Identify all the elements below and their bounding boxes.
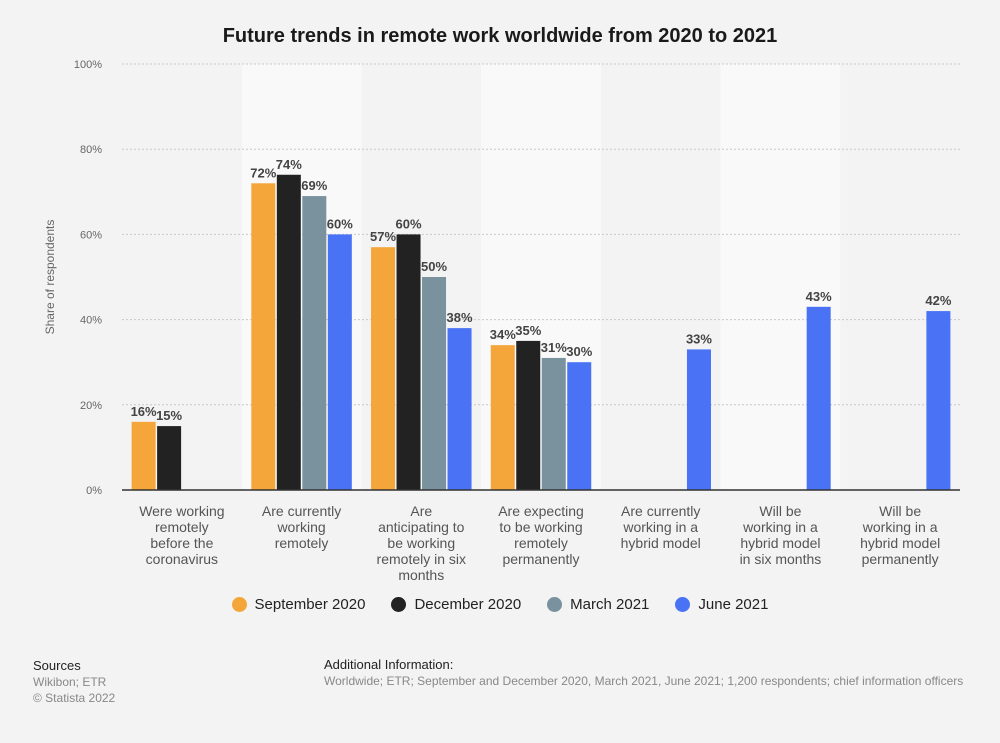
bar-value-label: 74% (276, 157, 302, 172)
bar-value-label: 43% (806, 289, 832, 304)
chart-legend: September 2020 December 2020 March 2021 Jun… (0, 596, 1000, 613)
legend-item[interactable]: September 2020 (231, 596, 366, 613)
bar (327, 234, 352, 490)
bar (686, 349, 711, 490)
bar (131, 421, 156, 490)
y-tick-label: 40% (80, 315, 102, 327)
bar-value-label: 42% (925, 293, 951, 308)
category-labels: Were working remotely before the coronaviru… (139, 503, 940, 583)
x-category-label: Are currently working in a hybrid model (621, 503, 701, 551)
legend-label: December 2020 (414, 596, 522, 613)
legend-marker-icon (391, 597, 407, 612)
bar-value-label: 69% (301, 178, 327, 193)
bar-value-label: 15% (156, 408, 182, 423)
bar-value-label: 33% (686, 331, 712, 346)
sources-line: Wikibon; ETR (33, 675, 107, 689)
value-labels: 16% 15%72%74%69%60%57%60%50%38%34% 35%31% 3… (131, 157, 952, 423)
y-axis-label: Share of respondents (43, 220, 57, 335)
bar-value-label: 72% (250, 165, 276, 180)
sources-heading: Sources (33, 658, 81, 673)
additional-info-text: Worldwide; ETR; September and December 2… (324, 674, 964, 688)
legend-marker-icon (547, 597, 563, 612)
chart-title: Future trends in remote work worldwide f… (223, 25, 778, 47)
bar-value-label: 16% (131, 404, 157, 419)
bars-group (131, 174, 951, 490)
bar (302, 196, 327, 490)
bar (567, 362, 592, 490)
bar (371, 247, 396, 490)
y-tick-label: 0% (86, 485, 102, 497)
bar-value-label: 60% (327, 216, 353, 231)
x-category-label: Will be working in a hybrid model in six mo… (740, 503, 822, 567)
bar-value-label: 57% (370, 229, 396, 244)
bar-value-label: 50% (421, 259, 447, 274)
copyright-line: © Statista 2022 (33, 691, 116, 705)
bar (806, 306, 831, 490)
bar (276, 174, 301, 490)
category-bands (241, 64, 841, 490)
y-tick-label: 60% (80, 229, 102, 241)
sources-block: Sources Wikibon; ETR © Statista 2022 (33, 658, 115, 706)
legend-item[interactable]: December 2020 (391, 596, 521, 613)
bar-value-label: 31% (541, 340, 567, 355)
bar (251, 183, 276, 490)
legend-item[interactable]: June 2021 (675, 596, 768, 613)
bar (490, 345, 515, 490)
legend-label: March 2021 (570, 596, 650, 613)
bar (422, 277, 447, 490)
legend-label: September 2020 (254, 596, 366, 613)
bar-value-label: 34% (490, 327, 516, 342)
y-tick-label: 20% (80, 400, 102, 412)
additional-info-block: Additional Information: Worldwide; ETR; … (324, 656, 963, 690)
gridlines: 0% 20% 40% 60% 80% 100% (74, 59, 960, 497)
legend-item[interactable]: March 2021 (547, 596, 649, 613)
bar-value-label: 30% (566, 344, 592, 359)
bar-value-label: 60% (396, 216, 422, 231)
bar (396, 234, 421, 490)
x-category-label: Are currently working remotely (262, 503, 341, 551)
additional-info-heading: Additional Information: (324, 657, 454, 672)
bar (447, 328, 472, 490)
x-category-label: Will be working in a hybrid model permanent… (860, 503, 940, 567)
y-tick-label: 80% (80, 144, 102, 156)
bar (541, 357, 566, 490)
bar (516, 340, 541, 490)
bar-value-label: 38% (447, 310, 473, 325)
legend-marker-icon (231, 597, 247, 612)
x-category-label: Were working remotely before the coronaviru… (139, 503, 224, 567)
y-tick-label: 100% (74, 59, 102, 71)
x-category-label: Are expecting to be working remotely perman… (498, 503, 584, 567)
bar-value-label: 35% (515, 323, 541, 338)
x-category-label: Are anticipating to be working remotely in … (377, 503, 466, 583)
legend-label: June 2021 (698, 596, 769, 613)
bar (157, 426, 182, 490)
legend-marker-icon (675, 597, 691, 612)
bar (926, 311, 951, 490)
bar-chart: Future trends in remote work worldwide f… (43, 25, 960, 583)
